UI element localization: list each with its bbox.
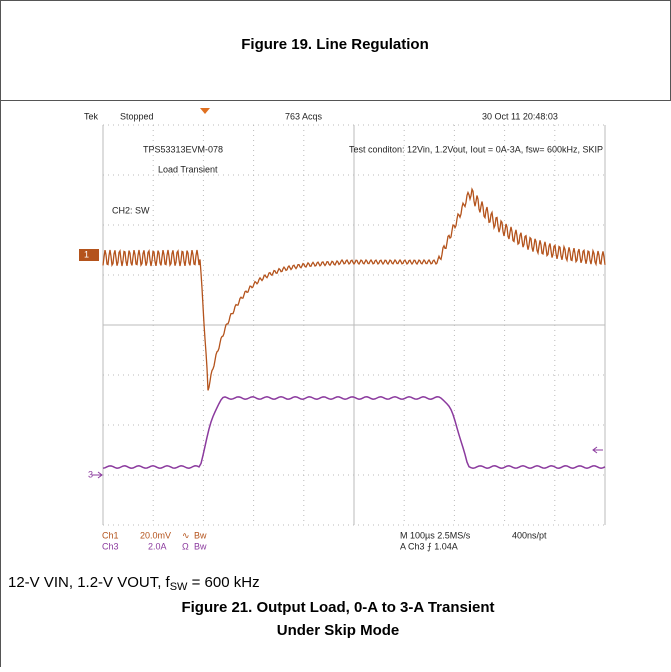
ch3-coupling: Ω (182, 541, 189, 551)
conditions: 12-V VIN, 1.2-V VOUT, fSW = 600 kHz (8, 574, 260, 593)
ch1-scale: 20.0mV (140, 530, 171, 540)
caption-title: Figure 21. Output Load, 0-A to 3-A Trans… (181, 599, 494, 616)
acqs: 763 Acqs (285, 111, 323, 121)
ch1-trace (102, 187, 606, 391)
ch3-trace (102, 396, 606, 469)
datetime: 30 Oct 11 20:48:03 (482, 111, 558, 121)
conditions-sub: SW (170, 581, 188, 593)
channel-note: CH2: SW (112, 205, 150, 215)
ch1-bw: Bw (194, 530, 207, 540)
ch3-marker: 3 (88, 469, 93, 479)
trig-level (592, 446, 603, 454)
state: Stopped (120, 111, 154, 121)
conditions-post: = 600 kHz (187, 574, 259, 591)
trigger-pos (200, 108, 210, 114)
condition: Test conditon: 12Vin, 1.2Vout, Iout = 0A… (349, 144, 603, 154)
ch3: Ch3 (102, 541, 119, 551)
ch1-marker: 1 (84, 249, 89, 259)
header-title: Figure 19. Line Regulation (241, 36, 429, 53)
ch1-coupling: ∿ (182, 530, 190, 540)
ch3-scale: 2.0A (148, 541, 167, 551)
timebase: M 100µs 2.5MS/s (400, 530, 471, 540)
caption-title: Under Skip Mode (277, 622, 400, 639)
trigger: A Ch3 ⨍ 1.04A (400, 541, 458, 551)
resolution: 400ns/pt (512, 530, 547, 540)
ch1-marker-box (79, 249, 99, 261)
ch3-bw: Bw (194, 541, 207, 551)
scope-grid (102, 124, 606, 526)
ch3-arrow (92, 471, 103, 479)
ch1: Ch1 (102, 530, 119, 540)
board: TPS53313EVM-078 (143, 144, 223, 154)
conditions-pre: 12-V VIN, 1.2-V VOUT, f (8, 574, 171, 591)
brand: Tek (84, 111, 99, 121)
test: Load Transient (158, 164, 218, 174)
